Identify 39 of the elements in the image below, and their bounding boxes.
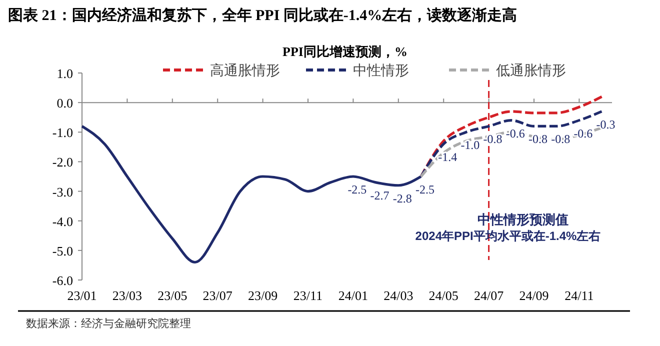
data-label: -2.7 <box>370 188 390 202</box>
x-tick-label: 24/07 <box>474 288 504 303</box>
x-tick-label: 24/09 <box>519 288 549 303</box>
source-note: 数据来源：经济与金融研究院整理 <box>26 317 191 330</box>
data-label: -0.8 <box>528 132 548 146</box>
chart-subtitle: PPI同比增速预测，% <box>282 44 408 59</box>
data-label: -2.5 <box>348 182 367 196</box>
y-tick-label: -5.0 <box>52 243 73 258</box>
x-tick-label: 23/07 <box>202 288 233 303</box>
annotation: 中性情形预测值 <box>478 212 568 227</box>
legend-label: 高通胀情形 <box>210 62 280 78</box>
legend-label: 中性情形 <box>353 62 409 78</box>
y-tick-label: 0.0 <box>56 96 73 111</box>
data-label: -2.5 <box>416 182 434 196</box>
y-tick-label: -3.0 <box>52 184 73 200</box>
legend-label: 低通胀情形 <box>496 62 566 78</box>
chart-title: 图表 21：国内经济温和复苏下，全年 PPI 同比或在-1.4%左右，读数逐渐走高 <box>8 6 518 24</box>
x-tick-label: 23/09 <box>248 288 278 303</box>
x-tick-label: 24/05 <box>428 288 458 303</box>
x-tick-label: 23/01 <box>67 288 97 303</box>
data-label: -0.8 <box>551 132 570 146</box>
y-tick-label: -6.0 <box>52 273 73 288</box>
data-label: -0.6 <box>506 126 525 140</box>
y-tick-label: -2.0 <box>52 154 73 170</box>
data-label: -0.3 <box>596 117 616 132</box>
x-tick-label: 24/11 <box>564 288 594 303</box>
data-label: -2.8 <box>392 191 412 206</box>
data-label: -1.0 <box>460 138 480 152</box>
x-tick-label: 24/01 <box>338 288 368 303</box>
y-tick-label: -4.0 <box>52 214 73 229</box>
x-tick-label: 23/11 <box>293 288 323 303</box>
y-tick-label: -1.0 <box>52 125 73 140</box>
x-tick-label: 24/03 <box>384 288 414 303</box>
data-label: -1.4 <box>438 150 458 164</box>
data-label: -0.8 <box>483 132 502 146</box>
data-label: -0.6 <box>574 126 593 140</box>
x-tick-label: 23/03 <box>112 288 142 303</box>
x-tick-label: 23/05 <box>158 288 188 303</box>
y-tick-label: 1.0 <box>56 66 73 81</box>
